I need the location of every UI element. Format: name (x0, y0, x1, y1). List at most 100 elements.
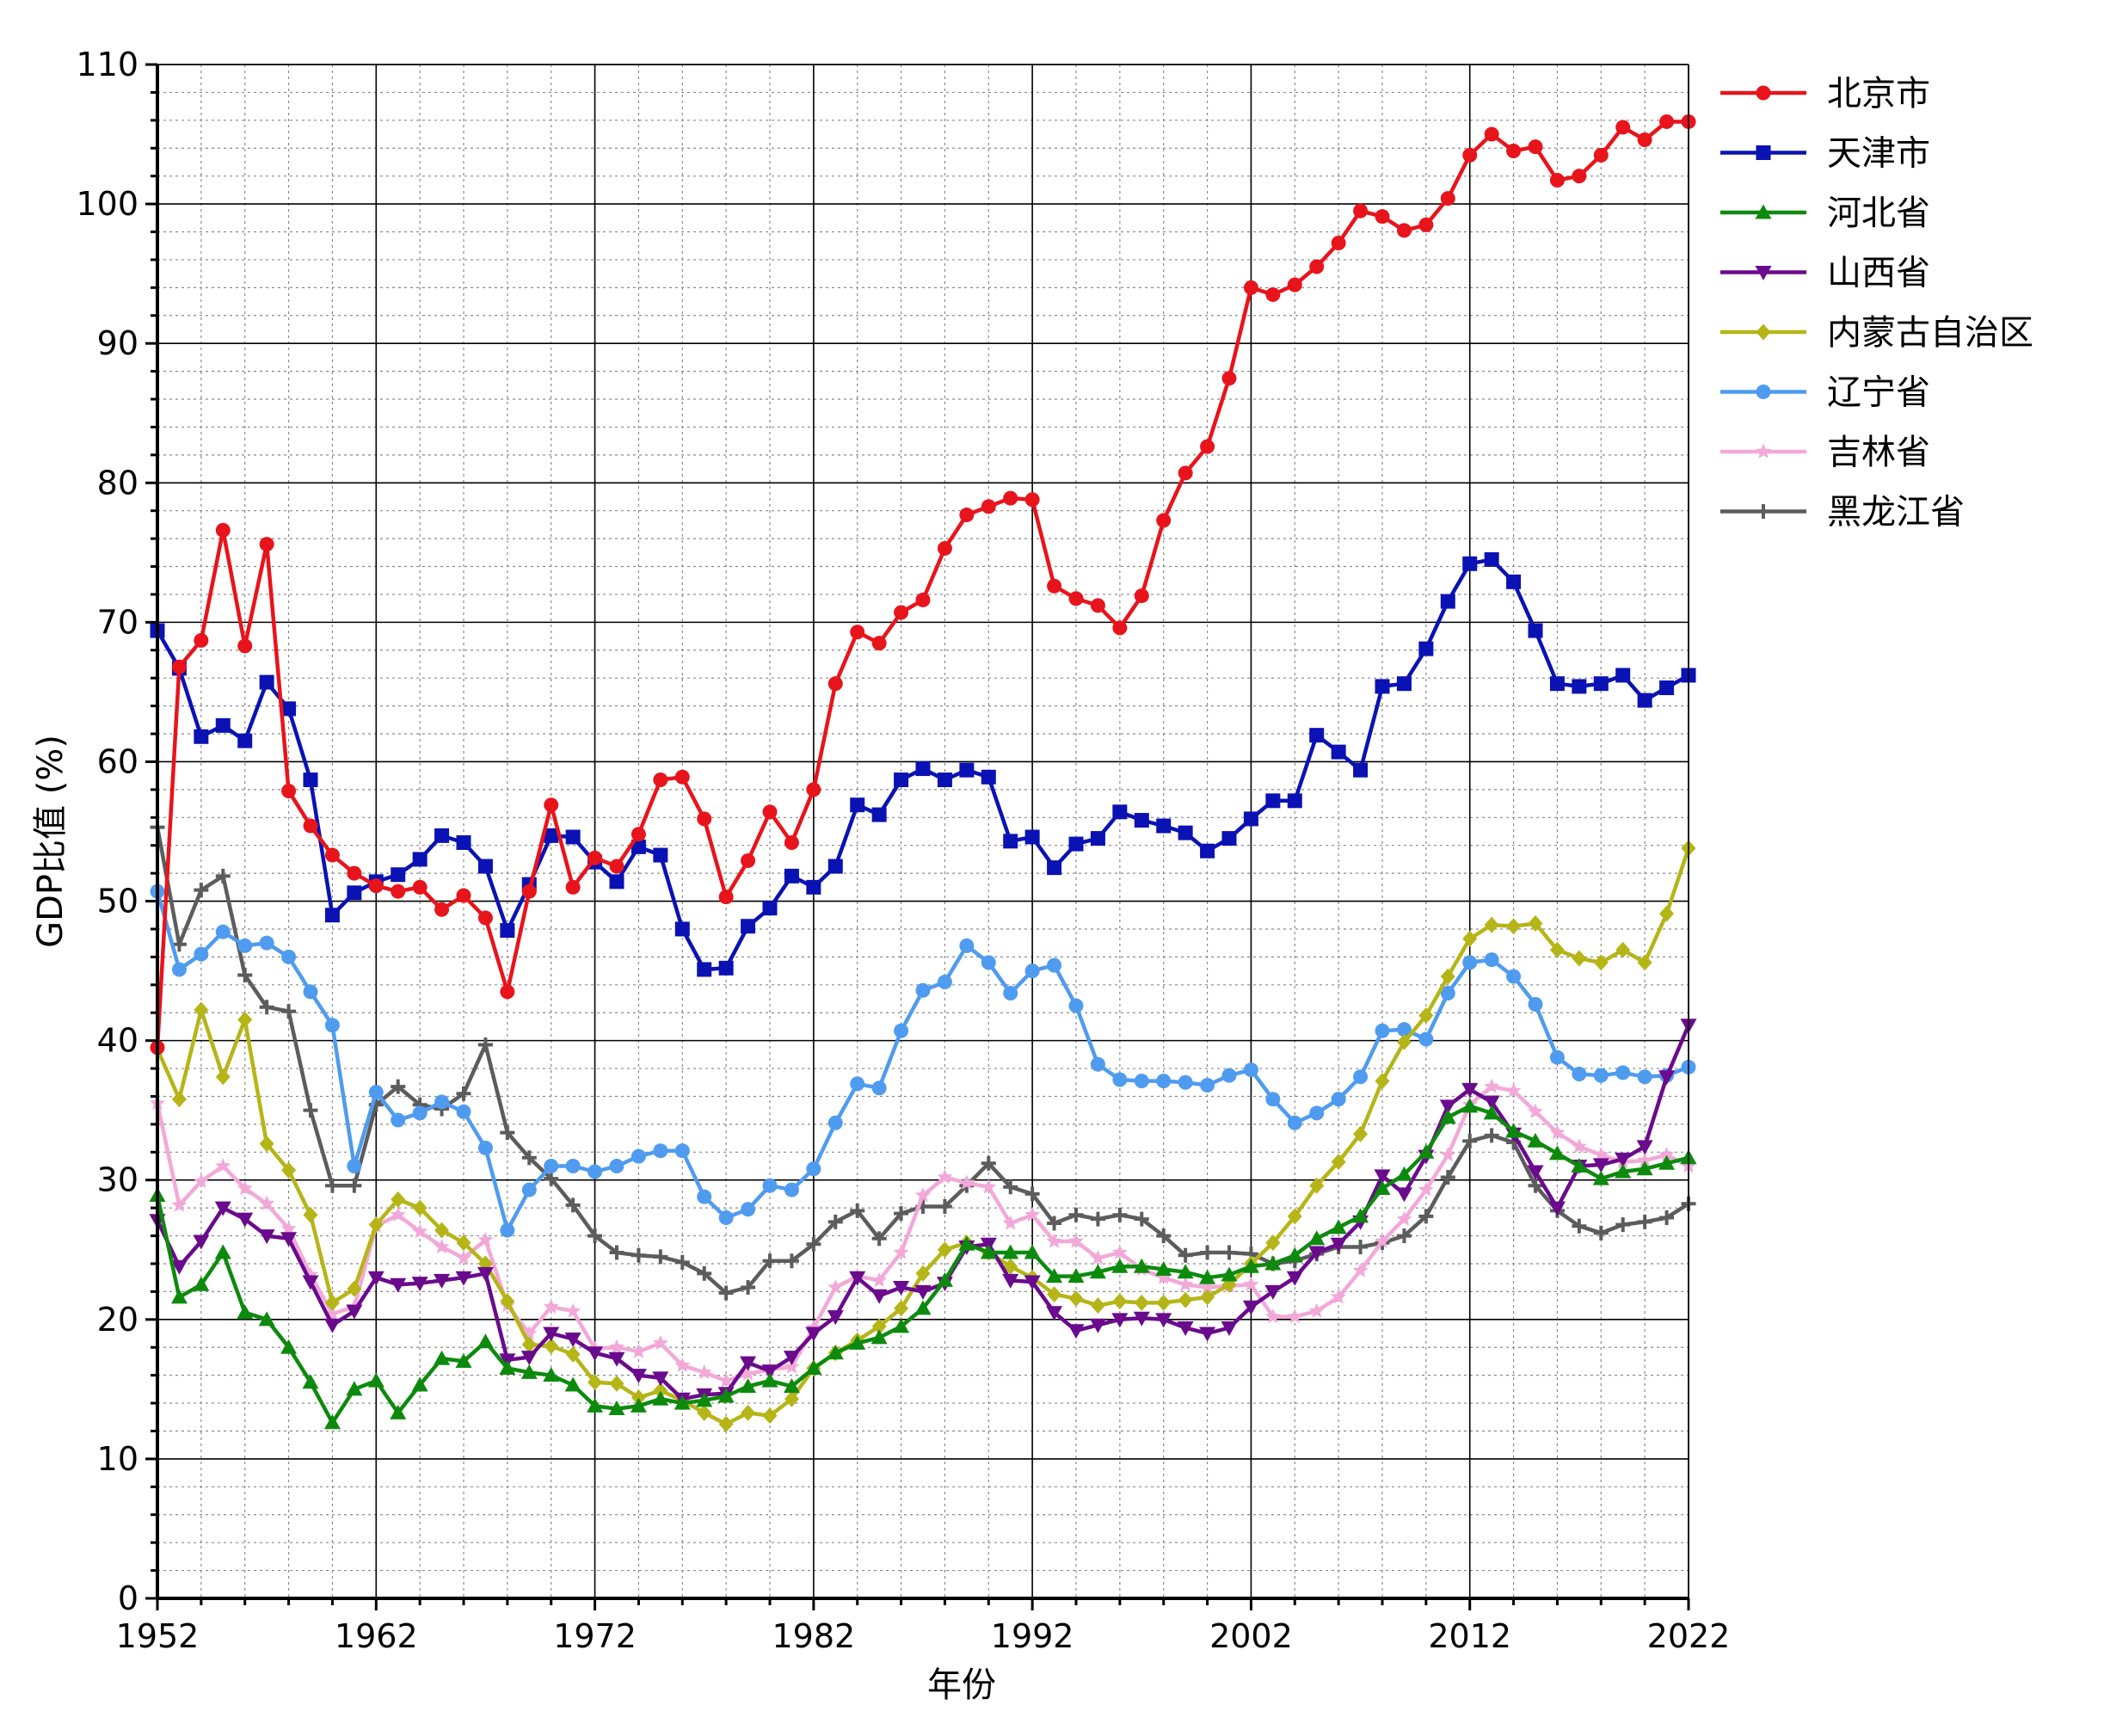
data-point (1046, 1233, 1062, 1248)
data-point (1418, 1143, 1435, 1159)
data-point (893, 1281, 910, 1296)
legend-label: 吉林省 (1827, 433, 1930, 472)
data-point (609, 1245, 624, 1260)
data-point (652, 1371, 669, 1387)
data-point (718, 1285, 734, 1301)
legend-item: 黑龙江省 (1720, 493, 1965, 532)
data-point (718, 890, 734, 905)
data-point (544, 1171, 559, 1186)
data-point (347, 865, 362, 881)
data-point (1068, 1207, 1084, 1222)
data-point (214, 1201, 231, 1216)
data-point (477, 1140, 493, 1155)
data-point (1178, 825, 1193, 840)
data-point (806, 1236, 821, 1252)
data-point (346, 1381, 363, 1396)
data-point (1572, 679, 1587, 694)
data-point (1003, 834, 1018, 849)
data-point (565, 1345, 581, 1363)
data-point (959, 938, 975, 953)
data-point (981, 1179, 997, 1194)
data-point (347, 885, 362, 901)
data-point (544, 797, 559, 813)
data-point (1353, 1240, 1369, 1255)
data-point (303, 984, 318, 1000)
data-point (937, 773, 952, 788)
data-point (520, 1351, 538, 1366)
data-point (1265, 1092, 1281, 1107)
data-point (215, 717, 231, 733)
data-point (1309, 728, 1325, 743)
data-point (827, 1115, 843, 1130)
data-point (1178, 1074, 1193, 1090)
data-point (214, 1244, 231, 1259)
data-point (1111, 1244, 1128, 1259)
data-point (718, 1415, 734, 1432)
data-point (741, 1404, 756, 1421)
data-point (281, 701, 297, 717)
data-point (784, 1253, 799, 1269)
data-point (1528, 1103, 1543, 1118)
legend-item: 内蒙古自治区 (1720, 313, 2033, 353)
data-point (784, 1390, 799, 1407)
data-point (1549, 173, 1565, 188)
data-point (631, 1148, 646, 1164)
data-point (784, 1182, 799, 1197)
data-point (215, 522, 231, 538)
data-point (1199, 1269, 1216, 1284)
data-point (827, 1279, 844, 1295)
data-point (609, 1339, 624, 1354)
data-point (631, 1343, 647, 1358)
series-line (155, 847, 1691, 1426)
data-point (1637, 132, 1652, 148)
data-point (281, 783, 297, 798)
data-point (324, 1178, 340, 1193)
data-point (1418, 217, 1434, 232)
data-point (894, 605, 909, 620)
data-point (280, 1221, 297, 1236)
data-point (741, 1280, 756, 1296)
data-point (805, 1360, 822, 1376)
data-point (1242, 1300, 1259, 1315)
data-point (1242, 1258, 1259, 1273)
data-point (653, 847, 668, 863)
data-point (915, 592, 931, 607)
data-point (324, 1018, 340, 1033)
data-point (1571, 1158, 1588, 1173)
data-point (477, 910, 493, 926)
data-point (871, 1080, 887, 1096)
data-point (1637, 693, 1652, 708)
data-point (980, 1244, 997, 1259)
data-point (1090, 1250, 1106, 1265)
data-point (783, 1351, 800, 1366)
data-point (543, 1298, 559, 1314)
data-point (193, 1173, 209, 1188)
data-point (1505, 1123, 1523, 1138)
data-point (1615, 120, 1631, 135)
series-6 (150, 883, 1696, 1238)
data-point (1484, 126, 1499, 142)
data-point (500, 984, 515, 1000)
data-point (1155, 1313, 1172, 1328)
data-point (1265, 286, 1281, 302)
data-point (1112, 620, 1128, 636)
data-point (259, 935, 274, 951)
data-point (1199, 1279, 1215, 1295)
data-point (1111, 1313, 1129, 1328)
data-point (631, 1389, 646, 1407)
data-point (761, 1364, 778, 1380)
legend-marker (1756, 323, 1771, 341)
data-point (937, 540, 952, 556)
data-point (1637, 1152, 1653, 1167)
data-point (981, 769, 996, 785)
data-point (1308, 1302, 1325, 1318)
data-point (631, 839, 646, 854)
data-point (259, 674, 274, 690)
data-point (1134, 1211, 1149, 1227)
data-point (588, 850, 603, 865)
data-point (1484, 1078, 1500, 1093)
data-point (652, 1334, 668, 1351)
data-point (1068, 998, 1084, 1013)
